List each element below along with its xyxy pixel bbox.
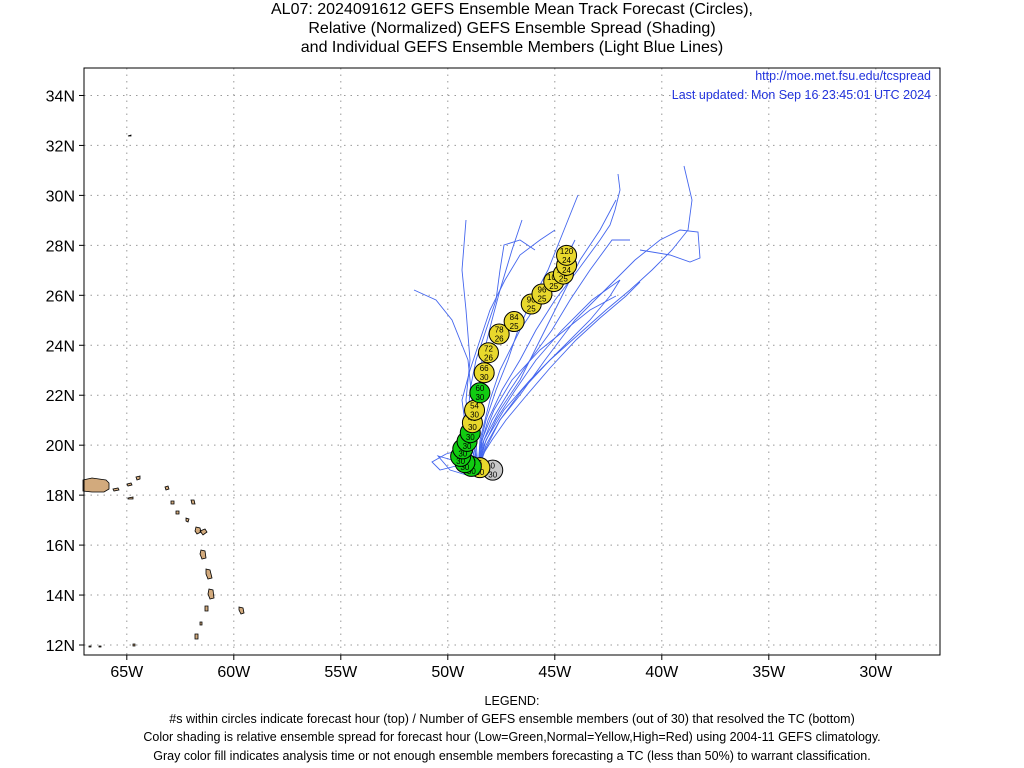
lat-tick-label: 24N [46,338,75,355]
ensemble-member-track [477,173,621,471]
member-count: 30 [458,449,467,458]
puerto-rico [82,477,110,493]
member-count: 30 [470,411,479,420]
land-islands [82,134,245,648]
credit-url[interactable]: http://moe.met.fsu.edu/tcspread [755,69,931,83]
member-count: 30 [463,442,472,451]
lat-tick-label: 16N [46,538,75,555]
member-count: 30 [466,433,475,442]
title-line-2: Relative (Normalized) GEFS Ensemble Spre… [308,20,716,37]
lat-tick-label: 20N [46,438,75,455]
lon-tick-label: 45W [538,664,572,681]
guadeloupe-dominica [194,526,208,560]
lon-tick-label: 55W [324,664,358,681]
axis-ticks [79,94,877,660]
member-count: 26 [484,353,493,362]
track-circle [556,244,578,266]
lon-tick-label: 60W [217,664,251,681]
credit-updated: Last updated: Mon Sep 16 23:45:01 UTC 20… [672,88,931,102]
graticule [84,68,940,655]
plot-frame [83,67,941,656]
track-circle [488,323,510,345]
legend-line-3: Gray color fill indicates analysis time … [153,748,871,763]
forecast-hour: 72 [484,344,493,353]
small-islets [88,134,136,648]
lat-tick-label: 14N [46,588,75,605]
ensemble-mean-track: 0306301230183024303030363042304830543060… [450,244,578,481]
member-count: 30 [480,373,489,382]
lon-tick-label: 50W [431,664,465,681]
member-count: 30 [467,467,476,476]
track-circle [477,342,499,364]
forecast-hour: 66 [480,364,489,373]
lon-tick-label: 40W [645,664,679,681]
legend-heading: LEGEND: [484,694,540,708]
stvincent-grenada [194,605,209,640]
ensemble-member-tracks [413,165,701,477]
track-circle [469,382,491,404]
chart-title: AL07: 2024091612 GEFS Ensemble Mean Trac… [0,0,1024,57]
forecast-hour: 0 [491,462,496,471]
member-count: 30 [488,471,497,480]
legend: LEGEND: #s within circles indicate forec… [0,692,1024,765]
member-count: 25 [559,275,568,284]
ensemble-member-track [477,279,621,471]
member-count: 25 [549,282,558,291]
member-count: 25 [527,305,536,314]
martinique-stlucia [205,568,215,600]
member-count: 25 [538,295,547,304]
ensemble-member-track [477,281,641,471]
lat-tick-label: 30N [46,188,75,205]
member-count: 24 [562,256,571,265]
member-count: 30 [460,463,469,472]
ensemble-member-track [477,239,630,471]
forecast-hour: 96 [538,286,547,295]
lat-tick-label: 12N [46,638,75,655]
title-line-1: AL07: 2024091612 GEFS Ensemble Mean Trac… [271,1,753,18]
leeward-islands [164,485,196,523]
member-count: 30 [475,393,484,402]
track-circle [503,311,525,333]
lon-tick-label: 35W [752,664,786,681]
track-circle [473,362,495,384]
ensemble-member-track [477,199,617,471]
lat-tick-label: 26N [46,288,75,305]
virgin-islands [112,475,141,500]
forecast-hour: 120 [560,247,574,256]
member-count: 30 [456,457,465,466]
member-count: 26 [495,335,504,344]
lat-tick-label: 34N [46,88,75,105]
legend-line-2: Color shading is relative ensemble sprea… [143,730,881,745]
ensemble-member-track [477,279,621,471]
lon-tick-label: 65W [110,664,144,681]
forecast-hour: 78 [495,326,504,335]
forecast-hour: 54 [470,402,479,411]
forecast-hour: 90 [527,296,536,305]
title-line-3: and Individual GEFS Ensemble Members (Li… [300,39,724,56]
forecast-hour: 60 [475,384,484,393]
member-count: 25 [510,322,519,331]
member-count: 24 [562,266,571,275]
lat-tick-label: 28N [46,238,75,255]
ensemble-member-track [477,165,693,471]
forecast-hour: 84 [510,313,519,322]
member-count: 30 [475,468,484,477]
barbados [238,606,245,615]
lon-tick-label: 30W [859,664,893,681]
lat-tick-label: 18N [46,488,75,505]
member-count: 30 [468,423,477,432]
lat-tick-label: 32N [46,138,75,155]
legend-line-1: #s within circles indicate forecast hour… [169,712,855,727]
lat-tick-label: 22N [46,388,75,405]
